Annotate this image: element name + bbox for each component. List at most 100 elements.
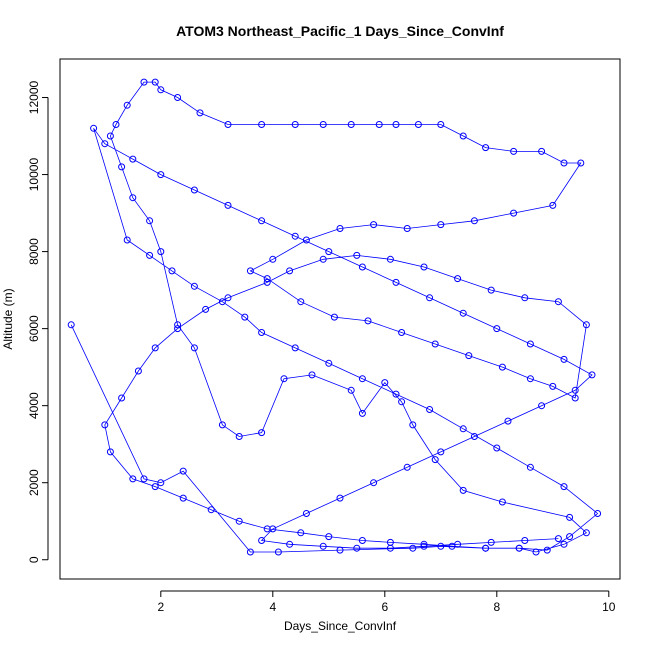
data-point <box>347 121 355 128</box>
data-point <box>106 448 114 456</box>
data-point <box>358 375 366 383</box>
data-point <box>297 298 305 306</box>
data-point <box>174 321 182 329</box>
y-tick-label: 12000 <box>27 81 41 115</box>
data-point <box>409 421 417 429</box>
data-point <box>168 267 176 275</box>
x-tick-label: 6 <box>381 600 388 614</box>
data-point <box>364 317 372 325</box>
data-point <box>286 540 294 548</box>
data-point <box>224 121 232 128</box>
data-point <box>526 340 534 348</box>
data-point <box>123 101 131 109</box>
data-point <box>263 278 271 286</box>
data-point <box>308 371 316 379</box>
data-point <box>258 329 266 336</box>
data-point <box>549 201 557 209</box>
data-point <box>101 421 109 429</box>
data-point <box>263 275 271 283</box>
data-point <box>465 352 473 360</box>
data-point <box>437 121 445 128</box>
data-point <box>246 267 254 275</box>
data-point <box>179 467 187 475</box>
data-point <box>258 429 266 437</box>
plot-frame <box>59 58 621 580</box>
data-point <box>129 475 137 483</box>
data-point <box>269 255 277 263</box>
data-point <box>358 409 366 417</box>
data-point <box>594 510 602 517</box>
data-point <box>330 313 338 321</box>
data-point <box>140 78 148 86</box>
y-tick-label: 8000 <box>27 238 41 265</box>
data-point <box>510 147 518 155</box>
data-point <box>258 217 266 225</box>
data-point <box>336 494 344 502</box>
data-point <box>560 355 568 363</box>
data-point <box>454 275 462 283</box>
data-point <box>504 417 512 425</box>
x-axis-label: Days_Since_ConvInf <box>284 619 397 633</box>
data-point <box>174 325 182 333</box>
data-point <box>269 525 277 533</box>
data-point <box>381 379 389 387</box>
y-axis-label: Altitude (m) <box>1 288 15 349</box>
data-point <box>403 463 411 471</box>
data-point <box>258 121 266 128</box>
data-point <box>224 201 232 209</box>
data-point <box>398 398 406 406</box>
data-point <box>129 194 137 202</box>
data-point <box>118 163 126 171</box>
y-tick-label: 4000 <box>27 392 41 419</box>
data-point <box>151 483 159 491</box>
data-point <box>521 537 529 544</box>
data-point <box>392 278 400 286</box>
data-point <box>258 537 266 544</box>
data-point <box>325 359 333 367</box>
data-point <box>414 121 422 128</box>
data-point <box>336 546 344 554</box>
data-point <box>470 433 478 440</box>
data-point <box>302 236 310 244</box>
data-point <box>493 325 501 333</box>
data-point <box>420 263 428 271</box>
data-point <box>319 542 327 550</box>
x-tick-label: 10 <box>602 600 616 614</box>
data-point <box>510 209 518 217</box>
data-point <box>218 421 226 429</box>
data-point <box>291 344 299 352</box>
data-point <box>146 251 154 259</box>
data-point <box>577 159 585 167</box>
data-point <box>459 486 467 494</box>
data-point <box>280 375 288 383</box>
data-point <box>426 294 434 302</box>
data-point <box>403 225 411 232</box>
data-point <box>325 248 333 256</box>
data-point <box>431 456 439 464</box>
data-point <box>67 321 75 329</box>
data-point <box>319 255 327 263</box>
data-point <box>235 517 243 525</box>
x-tick-label: 2 <box>157 600 164 614</box>
data-point <box>218 298 226 306</box>
data-point <box>386 544 394 552</box>
data-point <box>392 121 400 128</box>
data-point <box>549 382 557 390</box>
data-point <box>190 186 198 194</box>
data-point <box>291 232 299 240</box>
data-point <box>582 321 590 329</box>
data-point <box>157 171 165 179</box>
data-point <box>151 344 159 352</box>
data-point <box>431 340 439 348</box>
data-point <box>582 529 590 537</box>
data-point <box>224 294 232 302</box>
data-point <box>157 86 165 94</box>
data-point <box>392 390 400 398</box>
data-point <box>426 406 434 413</box>
data-point <box>482 544 490 552</box>
data-point <box>420 540 428 548</box>
data-point <box>297 529 305 537</box>
data-point <box>196 109 204 117</box>
data-point <box>409 544 417 552</box>
data-point <box>157 248 165 256</box>
